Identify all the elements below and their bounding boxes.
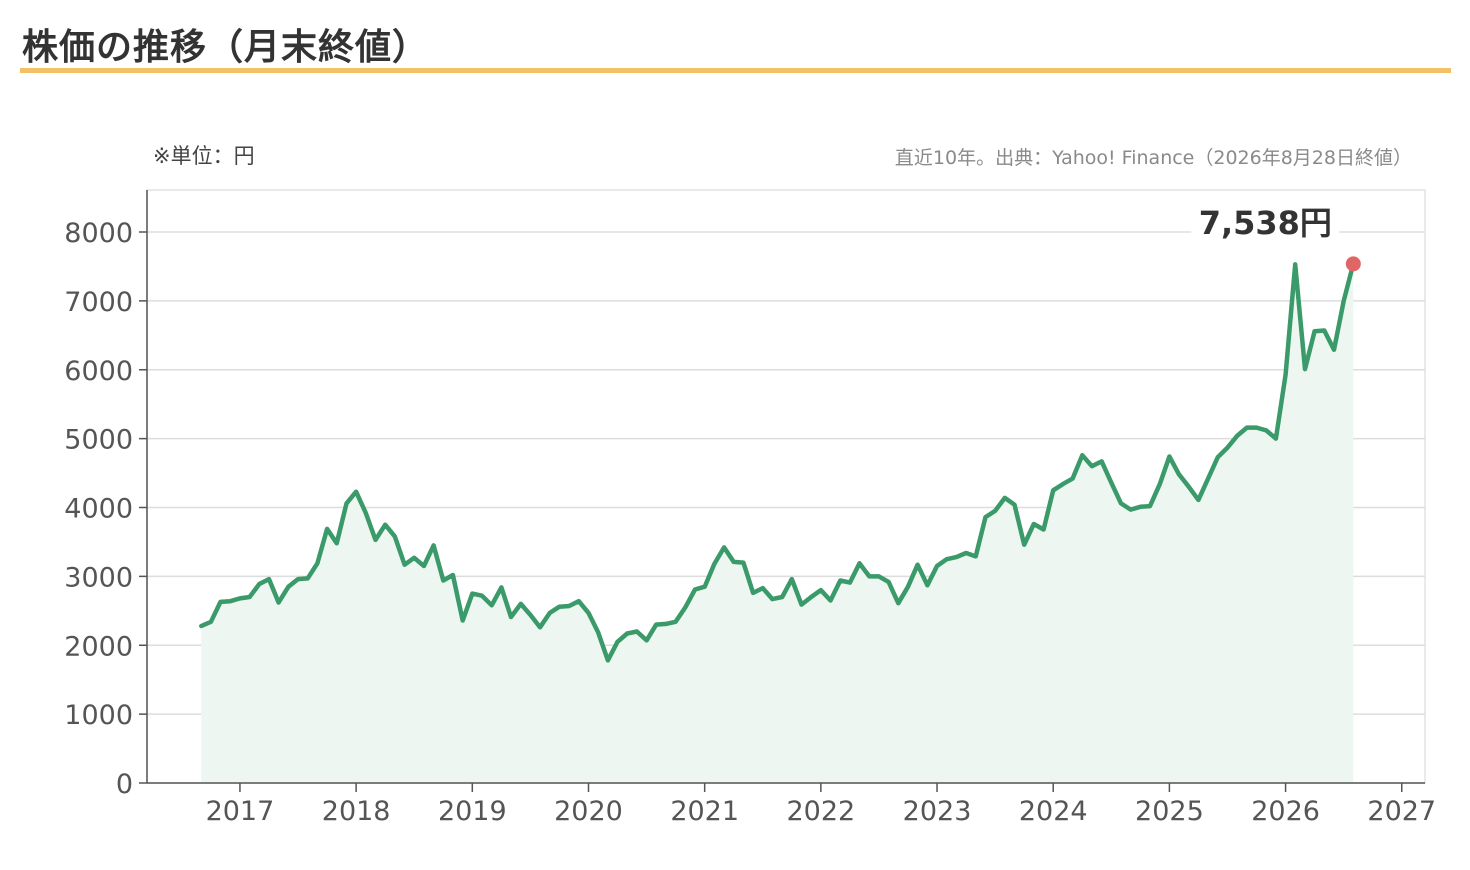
x-tick-label: 2025 — [1135, 796, 1204, 827]
y-tick-label: 6000 — [64, 356, 133, 387]
y-tick-label: 0 — [116, 769, 133, 800]
last-value-label-bg — [1191, 202, 1340, 246]
x-tick-label: 2018 — [322, 796, 391, 827]
x-tick-label: 2027 — [1367, 796, 1436, 827]
price-area — [201, 263, 1354, 783]
x-tick-label: 2020 — [554, 796, 623, 827]
unit-note: ※単位：円 — [153, 144, 255, 168]
page-title: 株価の推移（月末終値） — [22, 27, 430, 68]
price-line-layer — [199, 261, 1356, 663]
y-tick-label: 7000 — [64, 287, 133, 318]
y-tick-label: 5000 — [64, 425, 133, 456]
area-fill-layer — [201, 263, 1354, 783]
x-tick-label: 2017 — [206, 796, 275, 827]
y-tick-label: 1000 — [64, 700, 133, 731]
price-line — [199, 261, 1356, 663]
x-tick-label: 2019 — [438, 796, 507, 827]
last-value-label: 7,538円 — [1199, 204, 1332, 242]
x-tick-label: 2023 — [903, 796, 972, 827]
y-tick-label: 8000 — [64, 218, 133, 249]
y-tick-label: 2000 — [64, 631, 133, 662]
x-tick-label: 2022 — [786, 796, 855, 827]
y-tick-label: 3000 — [64, 562, 133, 593]
source-note: 直近10年。出典：Yahoo! Finance（2026年8月28日終値） — [894, 147, 1412, 169]
label-layer: 7,538円 — [1191, 202, 1361, 272]
x-tick-label: 2024 — [1019, 796, 1088, 827]
axis-layer: 0 1000 2000 3000 4000 5000 6000 7000 8000 2017 201… — [64, 190, 1436, 827]
x-tick-label: 2026 — [1251, 796, 1320, 827]
y-tick-label: 4000 — [64, 494, 133, 525]
x-tick-label: 2021 — [670, 796, 739, 827]
title-underline — [20, 68, 1451, 73]
last-point-marker — [1345, 256, 1361, 272]
